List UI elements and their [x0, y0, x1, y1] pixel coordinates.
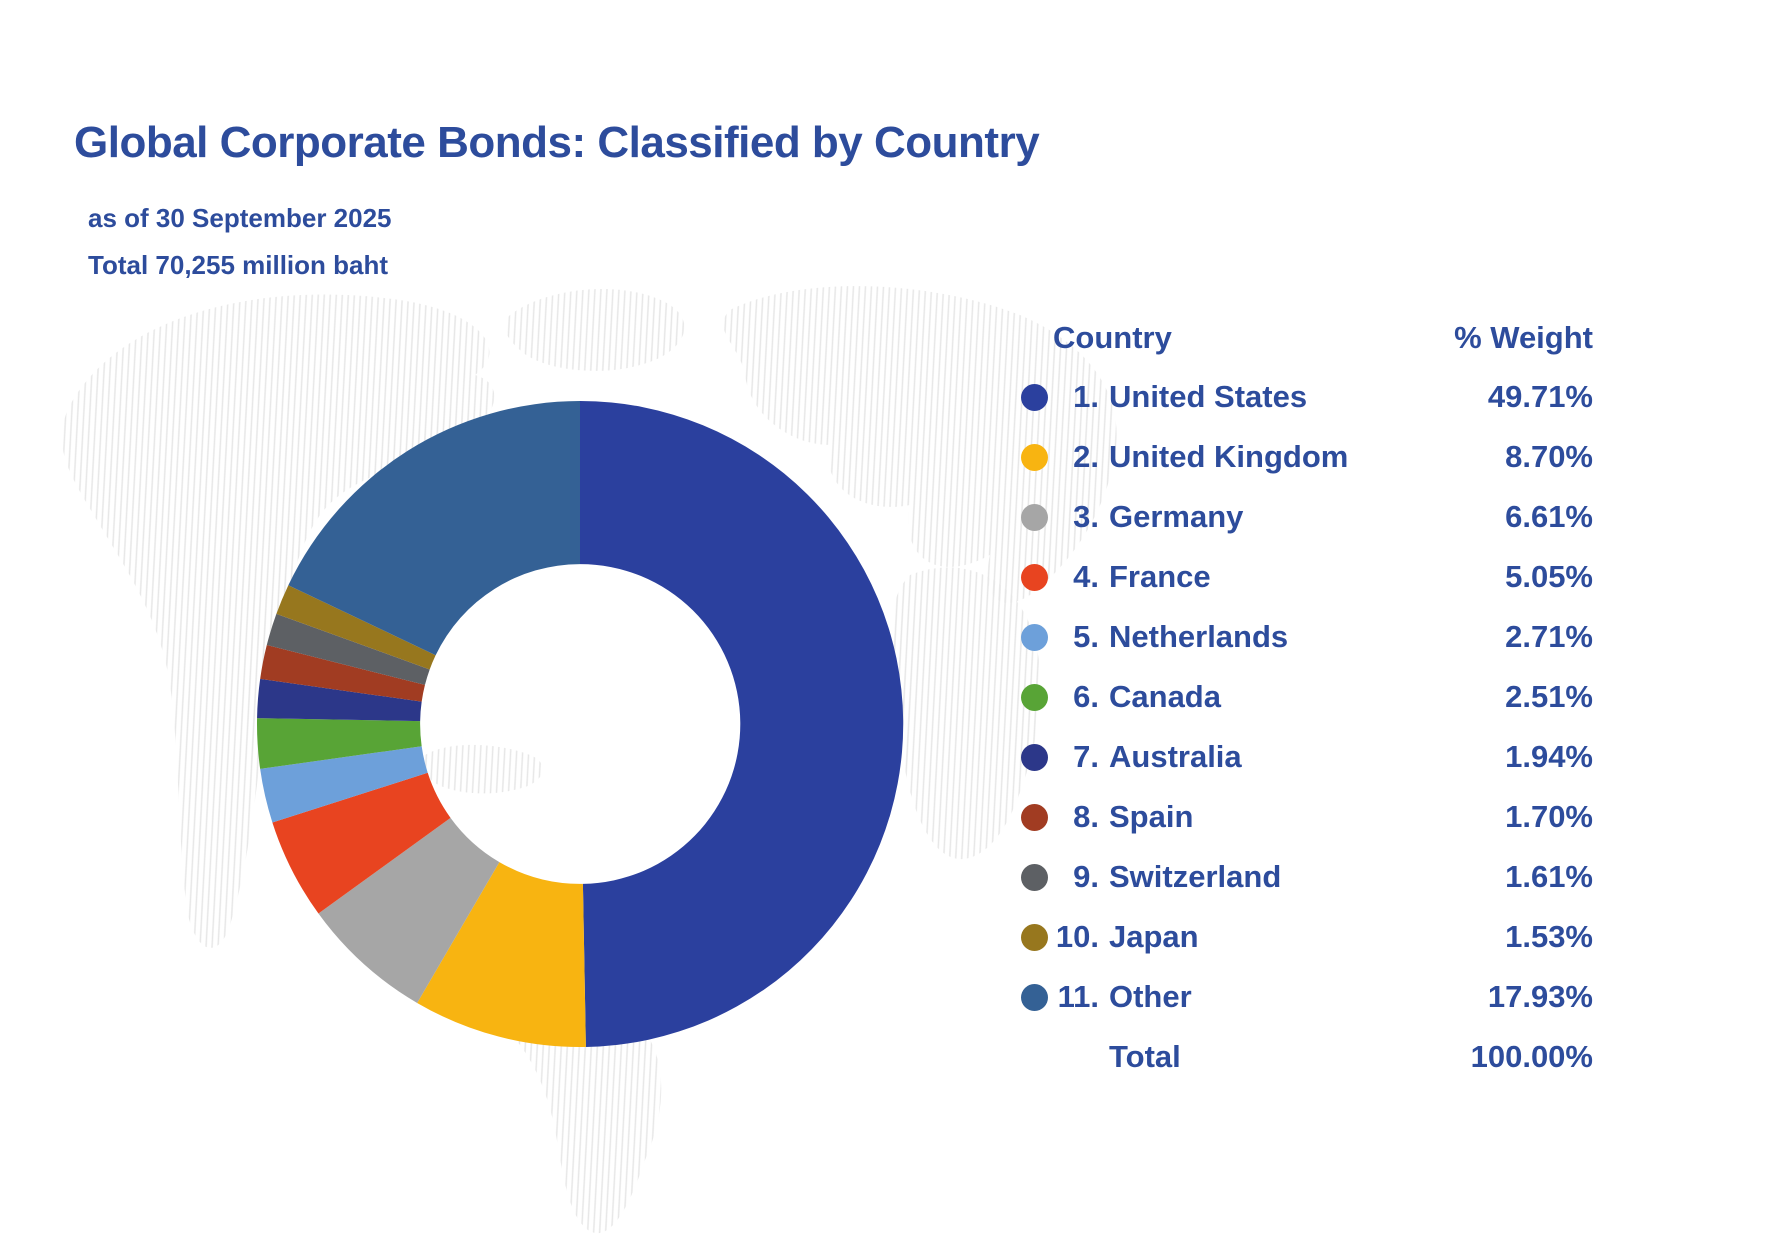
legend-country-weight: 8.70% — [1505, 439, 1593, 474]
legend-row-germany: 3. Germany 6.61% — [1015, 487, 1593, 547]
legend-country-weight: 1.61% — [1505, 859, 1593, 894]
legend-country-weight: 1.70% — [1505, 799, 1593, 834]
legend-row-france: 4. France 5.05% — [1015, 547, 1593, 607]
legend-country-name: Canada — [1109, 679, 1221, 714]
legend-row-united-states: 1. United States 49.71% — [1015, 367, 1593, 427]
map-continent-eurasia — [723, 286, 1117, 603]
donut-segment-united-states — [580, 400, 904, 1047]
legend-row-spain: 8. Spain 1.70% — [1015, 787, 1593, 847]
legend-country-weight: 1.94% — [1505, 739, 1593, 774]
legend-country-weight: 1.53% — [1505, 919, 1593, 954]
map-continent-south-america — [505, 995, 662, 1234]
legend-rows: 1. United States 49.71% 2. United Kingdom 8.7… — [1015, 367, 1593, 1027]
map-continent-greenland — [504, 288, 685, 371]
legend-color-dot-germany — [1021, 503, 1048, 531]
donut-segment-canada — [256, 718, 422, 769]
donut-segment-spain — [260, 645, 425, 702]
legend-total-label: Total — [1109, 1039, 1181, 1074]
legend-country-name: Australia — [1109, 739, 1242, 774]
legend-color-dot-australia — [1021, 743, 1048, 771]
legend-color-dot-france — [1021, 563, 1048, 591]
legend-country-number: 1. — [1073, 379, 1099, 414]
legend-country-number: 11. — [1057, 979, 1099, 1014]
map-patch-atlantic — [419, 744, 543, 794]
donut-chart — [256, 400, 904, 1048]
legend-country-weight: 17.93% — [1487, 979, 1593, 1014]
legend-country-name: Japan — [1109, 919, 1199, 954]
donut-segment-other — [288, 401, 580, 656]
legend-country-weight: 2.51% — [1505, 679, 1593, 714]
donut-segment-netherlands — [260, 746, 428, 823]
donut-segment-australia — [257, 678, 422, 722]
map-continent-africa — [890, 567, 1041, 860]
legend-country-number: 6. — [1073, 679, 1099, 714]
donut-segment-switzerland — [266, 613, 430, 685]
legend-total-value: 100.00% — [1470, 1039, 1593, 1074]
legend-color-dot-united-kingdom — [1021, 443, 1048, 471]
legend-color-dot-spain — [1021, 803, 1048, 831]
legend-country-name: Netherlands — [1109, 619, 1289, 654]
legend-color-dot-japan — [1021, 923, 1048, 951]
total-amount: Total 70,255 million baht — [88, 250, 389, 280]
legend-country-number: 3. — [1073, 499, 1099, 534]
donut-segment-france — [272, 772, 451, 914]
legend-row-japan: 10. Japan 1.53% — [1015, 907, 1593, 967]
legend-country-name: France — [1109, 559, 1211, 594]
legend-color-dot-switzerland — [1021, 863, 1048, 891]
legend-header-weight: % Weight — [1454, 320, 1593, 355]
legend-country-name: United States — [1109, 379, 1308, 414]
legend-country-weight: 2.71% — [1505, 619, 1593, 654]
legend-country-number: 9. — [1073, 859, 1099, 894]
as-of-date: as of 30 September 2025 — [88, 203, 392, 233]
legend-country-number: 5. — [1073, 619, 1099, 654]
legend-country-name: United Kingdom — [1109, 439, 1349, 474]
donut-segment-japan — [276, 585, 436, 670]
legend-row-australia: 7. Australia 1.94% — [1015, 727, 1593, 787]
legend-table: Country % Weight 1. United States 49.71% 2.… — [1015, 309, 1593, 1087]
legend-country-number: 4. — [1073, 559, 1099, 594]
donut-segment-germany — [318, 817, 500, 1003]
legend-row-netherlands: 5. Netherlands 2.71% — [1015, 607, 1593, 667]
page-title: Global Corporate Bonds: Classified by Co… — [74, 118, 1040, 167]
legend-color-dot-other — [1021, 983, 1048, 1011]
legend-total-row: Total 100.00% — [1015, 1027, 1593, 1087]
legend-header-country: Country — [1053, 320, 1172, 355]
legend-color-dot-canada — [1021, 683, 1048, 711]
legend-header: Country % Weight — [1015, 309, 1593, 367]
legend-country-number: 7. — [1073, 739, 1099, 774]
donut-segment-united-kingdom — [417, 862, 586, 1048]
legend-country-weight: 6.61% — [1505, 499, 1593, 534]
legend-country-name: Switzerland — [1109, 859, 1282, 894]
legend-country-name: Other — [1109, 979, 1192, 1014]
legend-row-switzerland: 9. Switzerland 1.61% — [1015, 847, 1593, 907]
legend-country-number: 10. — [1055, 919, 1099, 954]
legend-country-weight: 49.71% — [1487, 379, 1593, 414]
legend-country-name: Germany — [1109, 499, 1244, 534]
legend-country-name: Spain — [1109, 799, 1194, 834]
legend-row-united-kingdom: 2. United Kingdom 8.70% — [1015, 427, 1593, 487]
legend-color-dot-netherlands — [1021, 623, 1048, 651]
legend-row-canada: 6. Canada 2.51% — [1015, 667, 1593, 727]
legend-row-other: 11. Other 17.93% — [1015, 967, 1593, 1027]
legend-color-dot-united-states — [1021, 383, 1048, 411]
legend-country-number: 8. — [1073, 799, 1099, 834]
legend-country-weight: 5.05% — [1505, 559, 1593, 594]
legend-country-number: 2. — [1073, 439, 1099, 474]
